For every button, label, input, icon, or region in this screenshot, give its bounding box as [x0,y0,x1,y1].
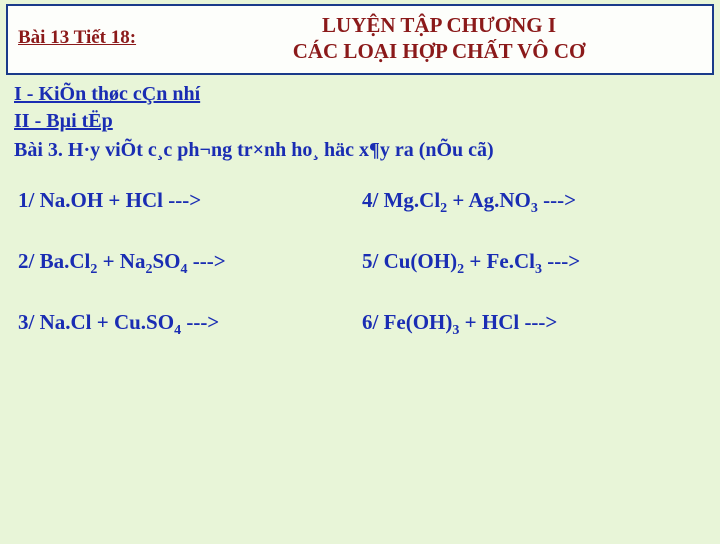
title-line-1: LUYỆN TẬP CHƯƠNG I [176,12,702,38]
equation-3: 3/ Na.Cl + Cu.SO4 ---> [18,310,362,335]
eq-text: + Na [97,249,145,273]
eq-text: 3/ Na.Cl + Cu.SO [18,310,174,334]
lesson-label: Bài 13 Tiết 18: [18,27,176,49]
eq-text: 5/ Cu(OH) [362,249,457,273]
equation-2: 2/ Ba.Cl2 + Na2SO4 ---> [18,249,362,274]
eq-text: 1/ Na.OH + HCl ---> [18,188,201,212]
equation-4: 4/ Mg.Cl2 + Ag.NO3 ---> [362,188,706,213]
equation-6: 6/ Fe(OH)3 + HCl ---> [362,310,706,335]
section-1-heading: I - KiÕn thøc cÇn nhí [14,81,706,108]
eq-text: ---> [538,188,576,212]
eq-text: ---> [188,249,226,273]
eq-text: 6/ Fe(OH) [362,310,452,334]
subscript: 4 [181,262,188,277]
eq-text: 2/ Ba.Cl [18,249,90,273]
eq-text: + Ag.NO [447,188,531,212]
eq-text: + Fe.Cl [464,249,535,273]
header-box: Bài 13 Tiết 18: LUYỆN TẬP CHƯƠNG I CÁC L… [6,4,714,75]
eq-text: SO [152,249,180,273]
subscript: 3 [535,262,542,277]
equation-5: 5/ Cu(OH)2 + Fe.Cl3 ---> [362,249,706,274]
eq-text: ---> [181,310,219,334]
equations-left-column: 1/ Na.OH + HCl ---> 2/ Ba.Cl2 + Na2SO4 -… [14,188,362,371]
eq-text: + HCl ---> [459,310,557,334]
content-area: I - KiÕn thøc cÇn nhí II - Bµi tËp Bài 3… [0,75,720,371]
equations-grid: 1/ Na.OH + HCl ---> 2/ Ba.Cl2 + Na2SO4 -… [14,188,706,371]
exercise-prompt: Bài 3. H·y viÕt c¸c ph­¬ng tr×nh ho¸ häc… [14,137,706,164]
subscript: 3 [531,201,538,216]
equation-1: 1/ Na.OH + HCl ---> [18,188,362,213]
eq-text: ---> [542,249,580,273]
section-2-heading: II - Bµi tËp [14,108,706,135]
equations-right-column: 4/ Mg.Cl2 + Ag.NO3 ---> 5/ Cu(OH)2 + Fe.… [362,188,706,371]
eq-text: 4/ Mg.Cl [362,188,440,212]
title-line-2: CÁC LOẠI HỢP CHẤT VÔ CƠ [176,38,702,64]
title-block: LUYỆN TẬP CHƯƠNG I CÁC LOẠI HỢP CHẤT VÔ … [176,12,702,65]
